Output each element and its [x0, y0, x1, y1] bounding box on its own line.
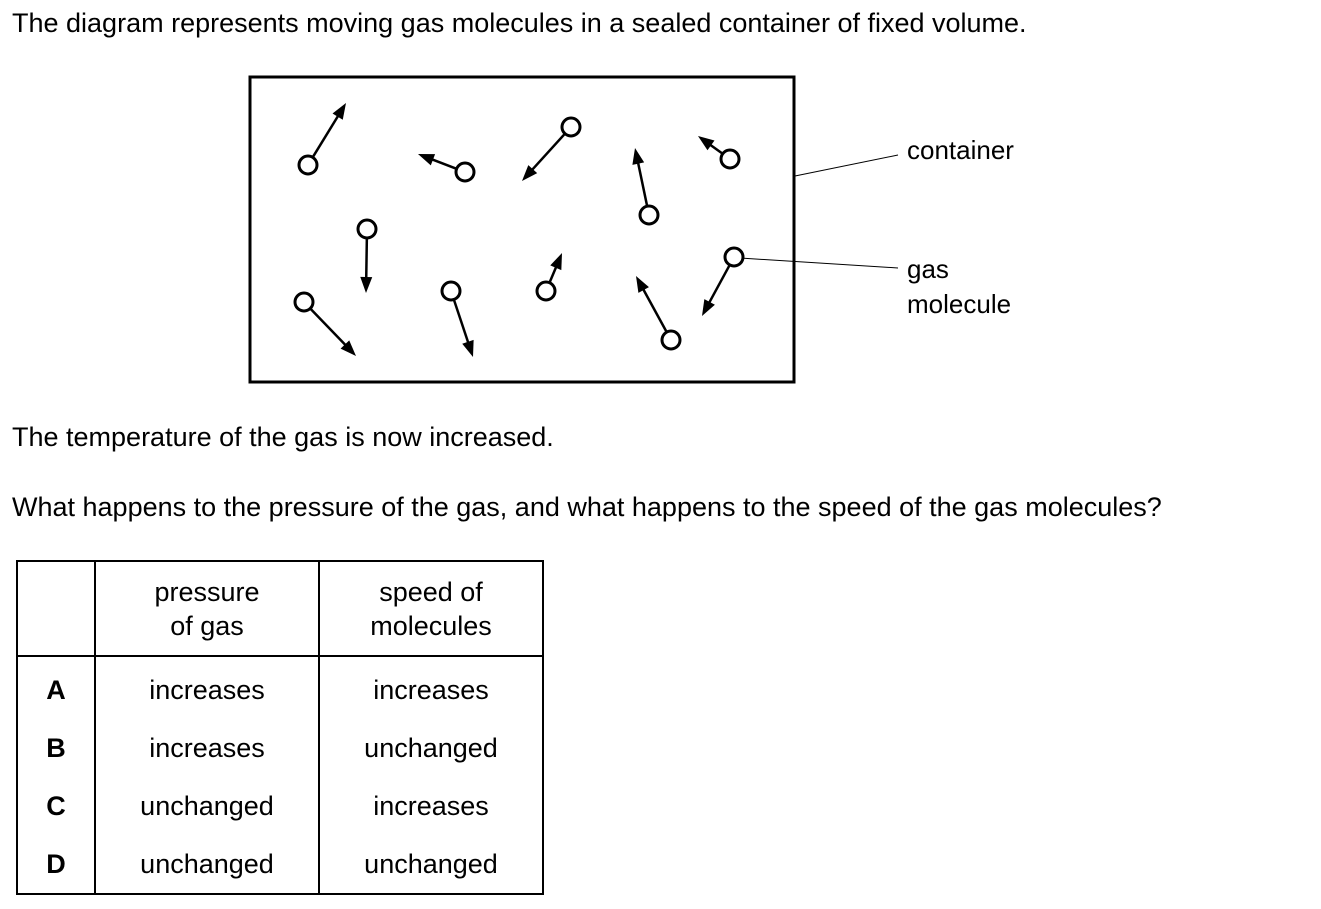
arrowhead-icon	[632, 148, 645, 165]
arrowhead-icon	[418, 154, 436, 166]
molecule-circle	[535, 280, 557, 302]
gas-molecule	[418, 154, 476, 183]
molecule-circle	[440, 280, 462, 302]
gas-molecule	[632, 148, 660, 226]
arrowhead-icon	[702, 299, 715, 316]
gas-molecule-label-line1: gas	[907, 254, 949, 284]
velocity-arrow	[309, 307, 350, 350]
option-letter: A	[16, 656, 96, 719]
answer-options-table: pressure of gas speed of molecules A inc…	[16, 560, 544, 895]
velocity-arrow	[311, 110, 342, 158]
molecule-circle	[293, 291, 315, 313]
option-pressure: unchanged	[94, 777, 320, 835]
velocity-arrow	[635, 157, 649, 207]
option-row-a[interactable]: A increases increases	[16, 656, 544, 719]
gas-molecule	[297, 103, 346, 176]
option-letter-header	[16, 560, 96, 657]
option-row-d[interactable]: D unchanged unchanged	[16, 835, 544, 895]
pressure-column-header: pressure of gas	[94, 560, 320, 657]
arrowhead-icon	[340, 340, 356, 356]
option-letter: C	[16, 777, 96, 835]
arrowhead-icon	[360, 276, 373, 293]
table-header-row: pressure of gas speed of molecules	[16, 560, 544, 657]
gas-molecule	[522, 116, 582, 181]
arrowhead-icon	[698, 136, 715, 151]
arrowhead-icon	[332, 103, 346, 120]
gas-molecules	[293, 103, 745, 357]
velocity-arrow	[527, 132, 566, 175]
container-label: container	[907, 135, 1014, 165]
velocity-arrow	[639, 284, 668, 333]
arrowhead-icon	[462, 339, 474, 357]
gas-molecule	[356, 218, 378, 293]
molecule-circle	[297, 154, 319, 176]
molecule-circle	[454, 161, 476, 183]
option-row-b[interactable]: B increases unchanged	[16, 719, 544, 777]
container-leader-line	[794, 154, 899, 177]
option-row-c[interactable]: C unchanged increases	[16, 777, 544, 835]
option-pressure: increases	[94, 656, 320, 719]
option-letter: B	[16, 719, 96, 777]
container-box	[248, 75, 796, 384]
gas-molecule-leader-line	[739, 257, 899, 269]
gas-molecule	[440, 280, 474, 357]
velocity-arrow	[364, 237, 369, 284]
molecule-circle	[719, 148, 741, 170]
gas-molecule	[698, 136, 741, 170]
question-prompt: What happens to the pressure of the gas,…	[12, 492, 1162, 522]
arrowhead-icon	[550, 253, 562, 271]
option-letter: D	[16, 835, 96, 895]
molecule-circle	[356, 218, 378, 240]
intro-text: The diagram represents moving gas molecu…	[12, 8, 1027, 38]
option-speed: unchanged	[318, 719, 544, 777]
temperature-statement: The temperature of the gas is now increa…	[12, 422, 554, 452]
gas-molecule	[702, 246, 745, 316]
velocity-arrow	[452, 299, 472, 348]
option-pressure: unchanged	[94, 835, 320, 895]
option-pressure: increases	[94, 719, 320, 777]
velocity-arrow	[705, 264, 731, 308]
arrowhead-icon	[522, 165, 538, 181]
gas-molecule-label: gas molecule	[907, 252, 1011, 322]
molecule-circle	[723, 246, 745, 268]
option-speed: increases	[318, 777, 544, 835]
arrowhead-icon	[636, 276, 649, 293]
speed-column-header: speed of molecules	[318, 560, 544, 657]
option-speed: increases	[318, 656, 544, 719]
gas-molecule	[636, 276, 682, 351]
gas-molecule-label-line2: molecule	[907, 289, 1012, 319]
gas-molecule	[535, 253, 562, 302]
molecule-circle	[560, 116, 582, 138]
molecule-circle	[638, 204, 660, 226]
option-speed: unchanged	[318, 835, 544, 895]
gas-molecule	[293, 291, 356, 356]
molecule-circle	[660, 329, 682, 351]
